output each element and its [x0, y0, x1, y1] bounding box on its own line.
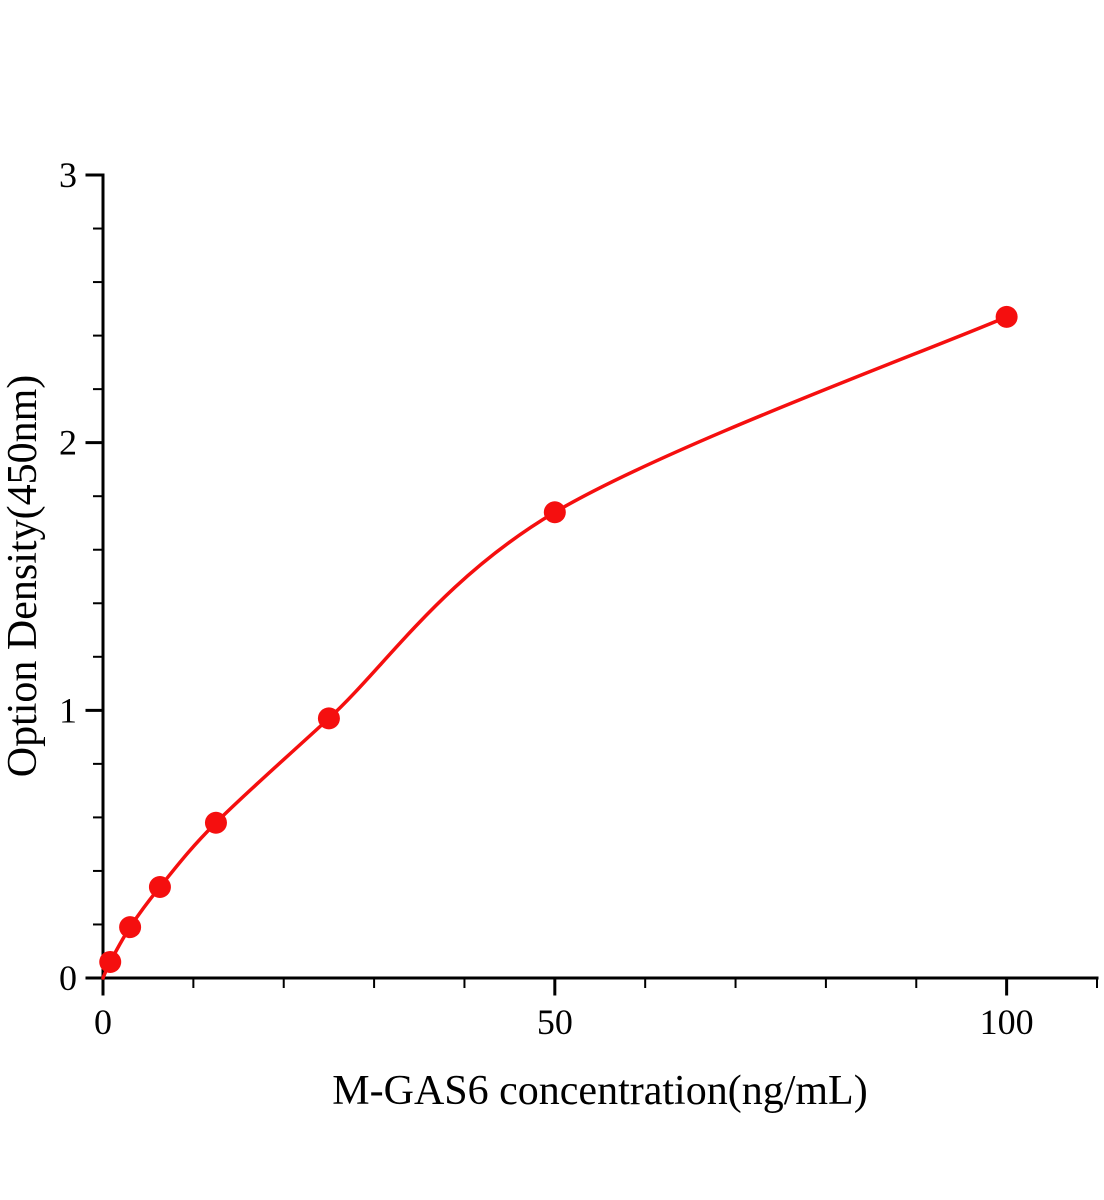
- x-tick-label: 50: [537, 1002, 573, 1042]
- data-point: [995, 305, 1018, 328]
- data-point: [99, 950, 122, 973]
- x-tick-label: 0: [94, 1002, 112, 1042]
- x-axis-title: M-GAS6 concentration(ng/mL): [332, 1068, 867, 1114]
- plot-area: 0 50 100 0 1 2 3: [59, 155, 1099, 1042]
- y-tick-label: 0: [59, 958, 77, 998]
- y-axis-title: Option Density(450nm): [0, 375, 46, 777]
- data-point: [148, 875, 171, 898]
- y-tick-label: 1: [59, 690, 77, 730]
- data-point: [317, 707, 340, 730]
- fit-curve: [101, 315, 1009, 980]
- y-tick-label: 3: [59, 155, 77, 195]
- y-tick-label: 2: [59, 423, 77, 463]
- data-point: [119, 916, 142, 939]
- data-point: [543, 501, 566, 524]
- data-point: [204, 811, 227, 834]
- x-tick-label: 100: [980, 1002, 1034, 1042]
